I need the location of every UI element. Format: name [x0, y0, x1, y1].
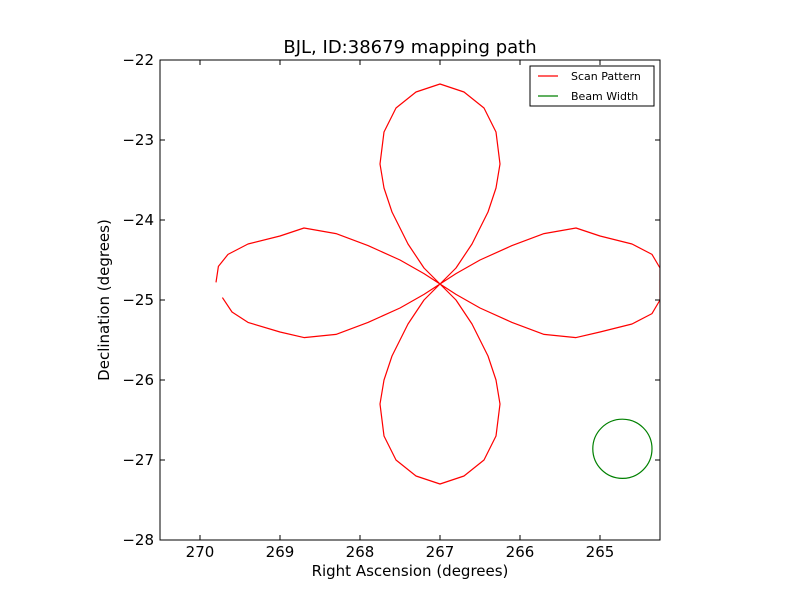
chart-title: BJL, ID:38679 mapping path [283, 37, 536, 58]
legend-label-scan-pattern: Scan Pattern [571, 70, 641, 83]
y-axis: −22 −23 −24 −25 −26 −27 −28 [122, 51, 660, 549]
y-tick-label: −25 [122, 291, 154, 309]
beam-width-circle [592, 418, 653, 479]
x-tick-label: 270 [186, 543, 215, 561]
legend-label-beam-width: Beam Width [571, 90, 638, 103]
y-tick-label: −28 [122, 531, 154, 549]
x-axis: 270 269 268 267 266 265 [186, 60, 615, 561]
y-tick-label: −26 [122, 371, 154, 389]
x-axis-label: Right Ascension (degrees) [312, 562, 509, 580]
y-tick-label: −23 [122, 131, 154, 149]
y-tick-label: −22 [122, 51, 154, 69]
y-axis-label: Declination (degrees) [95, 219, 113, 381]
plot-area [160, 60, 660, 540]
x-tick-label: 269 [266, 543, 295, 561]
legend: Scan Pattern Beam Width [529, 65, 655, 107]
y-tick-label: −24 [122, 211, 154, 229]
x-tick-label: 268 [346, 543, 375, 561]
scan-pattern-line [215, 83, 660, 485]
x-tick-label: 267 [426, 543, 455, 561]
x-tick-label: 266 [506, 543, 535, 561]
y-tick-label: −27 [122, 451, 154, 469]
x-tick-label: 265 [586, 543, 615, 561]
legend-box [529, 65, 655, 107]
